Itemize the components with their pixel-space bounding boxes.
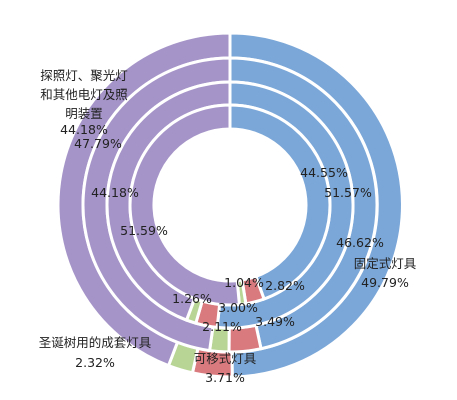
value-label: 2.11% <box>202 319 242 334</box>
value-label: 44.18% <box>60 122 108 137</box>
value-label: 3.49% <box>255 314 295 329</box>
value-label: 3.71% <box>205 370 245 385</box>
category-label: 可移式灯具 <box>194 351 257 366</box>
value-label: 1.04% <box>224 275 264 290</box>
ring-4-slice-4 <box>128 103 242 307</box>
value-label: 3.00% <box>218 300 258 315</box>
value-label: 47.79% <box>74 136 122 151</box>
category-label: 和其他电灯及照 <box>40 87 128 102</box>
category-label: 固定式灯具 <box>354 256 417 271</box>
value-label: 51.57% <box>324 185 372 200</box>
value-label: 44.55% <box>300 165 348 180</box>
category-label: 圣诞树用的成套灯具 <box>39 335 152 350</box>
value-label: 1.26% <box>172 291 212 306</box>
value-label: 51.59% <box>120 223 168 238</box>
value-label: 46.62% <box>336 235 384 250</box>
value-label: 44.18% <box>91 185 139 200</box>
category-label: 明装置 <box>65 106 103 121</box>
value-label: 49.79% <box>361 275 409 290</box>
value-label: 2.32% <box>75 355 115 370</box>
category-label: 探照灯、聚光灯 <box>40 68 128 83</box>
value-label: 2.82% <box>265 278 305 293</box>
